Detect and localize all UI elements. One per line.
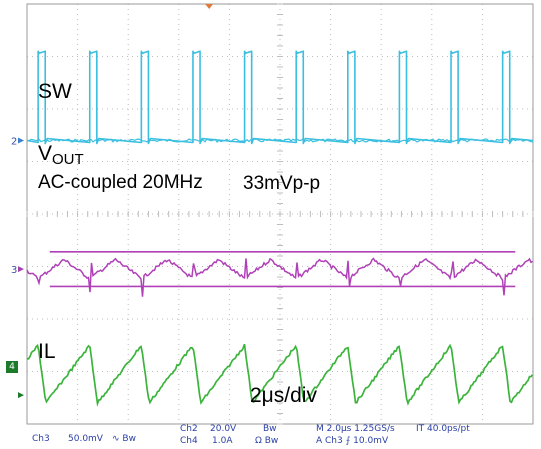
status-ch4: Ch4 [180, 436, 198, 446]
ripple-annotation: 33mVp-p [243, 173, 321, 194]
sw-trace [26, 50, 534, 145]
channel-markers: 23 [11, 137, 24, 399]
status-timebase: M 2.0μs 1.25GS/s [316, 424, 395, 434]
status-ch3-scale: 50.0mV [68, 434, 103, 444]
il-label: IL [38, 340, 56, 363]
status-trigger: A Ch3 ⨍ 10.0mV [316, 436, 389, 446]
il-trace [26, 343, 534, 407]
status-ch2-scale: 20.0V [210, 424, 237, 434]
vout-trace [26, 257, 533, 297]
status-ch4-bandwidth: Ω Bw [255, 436, 279, 446]
status-ch3-bandwidth: ∿ Bw [112, 434, 136, 444]
vout-label-main: V [38, 142, 53, 165]
status-interpolation: IT 40.0ps/pt [416, 424, 470, 434]
sw-trace-noise [26, 138, 534, 143]
waveform-traces [26, 50, 534, 407]
trigger-position-marker [205, 4, 214, 9]
vout-label: VOUT [38, 142, 84, 168]
ch2-marker-label: 2 [11, 137, 17, 148]
vout-label-subscript: OUT [52, 151, 84, 168]
ch4-ground-marker: 4 [6, 361, 18, 373]
status-ch4-scale: 1.0A [212, 436, 233, 446]
sw-label: SW [38, 80, 72, 103]
status-ch2: Ch2 [180, 424, 198, 434]
ch4-marker-arrow [18, 392, 24, 399]
graticule [26, 3, 534, 425]
vout-coupling-note: AC-coupled 20MHz [38, 172, 203, 193]
status-ch2-bandwidth: Bw [263, 424, 277, 434]
timebase-annotation: 2μs/div [250, 384, 317, 407]
status-ch3: Ch3 [32, 434, 50, 444]
ch2-marker-arrow [18, 137, 24, 144]
ch3-marker-arrow [18, 266, 24, 273]
ch3-marker-label: 3 [11, 265, 17, 276]
